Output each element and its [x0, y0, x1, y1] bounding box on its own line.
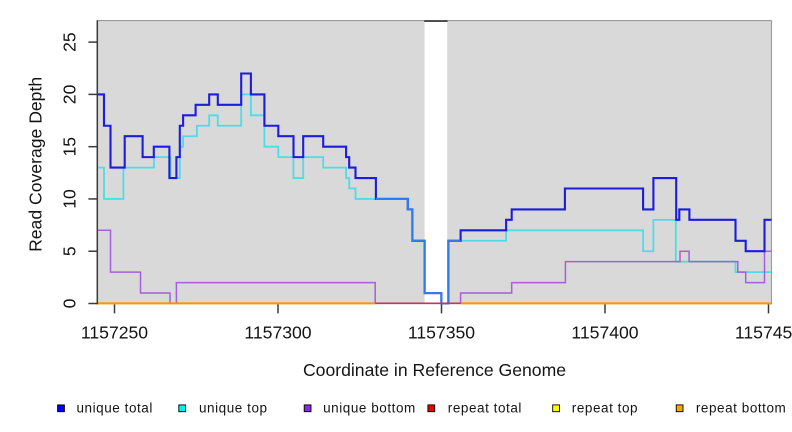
- svg-text:25: 25: [60, 32, 80, 52]
- svg-text:10: 10: [60, 189, 80, 209]
- svg-text:repeat top: repeat top: [572, 400, 638, 415]
- svg-text:20: 20: [60, 84, 80, 104]
- svg-text:1157250: 1157250: [81, 322, 148, 342]
- svg-text:Coordinate in Reference Genome: Coordinate in Reference Genome: [303, 360, 566, 380]
- svg-text:unique top: unique top: [199, 400, 268, 415]
- svg-text:1157300: 1157300: [244, 322, 311, 342]
- svg-text:repeat total: repeat total: [448, 400, 522, 415]
- svg-text:unique bottom: unique bottom: [323, 400, 416, 415]
- svg-text:15: 15: [60, 137, 80, 157]
- svg-text:0: 0: [60, 298, 80, 308]
- svg-text:1157450: 1157450: [735, 322, 792, 342]
- svg-text:repeat bottom: repeat bottom: [696, 400, 786, 415]
- svg-text:1157350: 1157350: [408, 322, 475, 342]
- svg-text:Read Coverage Depth: Read Coverage Depth: [26, 77, 46, 252]
- svg-text:1157400: 1157400: [571, 322, 638, 342]
- svg-text:5: 5: [60, 246, 80, 256]
- svg-text:unique total: unique total: [77, 400, 153, 415]
